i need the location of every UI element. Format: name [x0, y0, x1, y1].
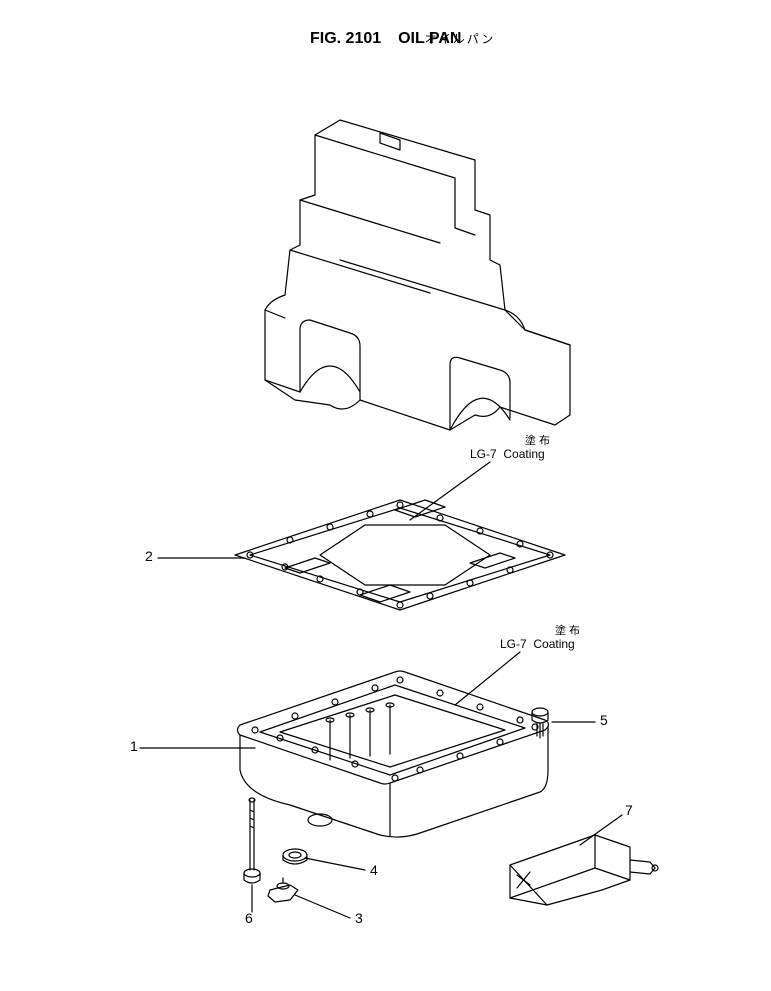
- gasket-plate: [235, 500, 565, 610]
- diagram-svg: [0, 0, 771, 991]
- annotation-leaders: [410, 462, 520, 705]
- tool: [510, 835, 658, 905]
- washer: [283, 849, 307, 864]
- drain-plug: [268, 878, 298, 902]
- callout-leaders: [140, 558, 622, 918]
- engine-block: [265, 120, 570, 430]
- oil-pan: [238, 671, 549, 837]
- bolt-long: [244, 798, 260, 883]
